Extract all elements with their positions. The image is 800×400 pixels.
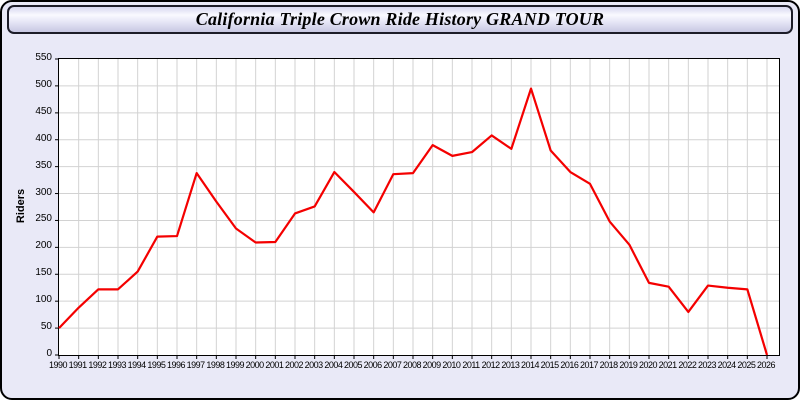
y-tick-label: 100 <box>35 294 52 306</box>
title-bar: California Triple Crown Ride History GRA… <box>7 5 793 34</box>
x-tick-label: 2012 <box>481 360 501 370</box>
plot-area <box>55 58 780 359</box>
y-tick-label: 50 <box>40 321 52 333</box>
x-tick-label: 2005 <box>343 360 363 370</box>
y-tick-label: 550 <box>35 52 52 63</box>
x-tick-label: 2003 <box>304 360 324 370</box>
x-tick-label: 1998 <box>206 360 225 370</box>
line-chart-svg <box>55 58 779 359</box>
x-tick-label: 2019 <box>619 360 638 370</box>
x-tick-label: 1993 <box>107 360 127 370</box>
x-tick-label: 1995 <box>147 360 166 370</box>
x-tick-label: 1994 <box>127 360 147 370</box>
y-axis-title: Riders <box>15 188 27 224</box>
x-tick-label: 1996 <box>166 360 186 370</box>
x-tick-label: 2017 <box>579 360 599 370</box>
x-tick-label: 2015 <box>540 360 560 370</box>
y-tick-label: 350 <box>35 159 52 171</box>
x-tick-label: 1999 <box>225 360 245 370</box>
x-tick-label: 2021 <box>658 360 678 370</box>
y-tick-label: 250 <box>35 213 52 225</box>
x-tick-label: 2010 <box>442 360 461 370</box>
x-tick-label: 2014 <box>520 360 540 370</box>
y-tick-label: 150 <box>35 267 52 279</box>
y-tick-label: 200 <box>35 240 52 252</box>
x-tick-label: 2006 <box>363 360 383 370</box>
x-tick-label: 1990 <box>48 360 68 370</box>
y-tick-label: 300 <box>35 186 52 198</box>
x-tick-label: 2002 <box>284 360 304 370</box>
x-tick-label: 1997 <box>186 360 206 370</box>
x-tick-label: 2026 <box>756 360 776 370</box>
x-tick-label: 1992 <box>88 360 107 370</box>
x-tick-label: 2022 <box>678 360 697 370</box>
x-tick-label: 2008 <box>402 360 422 370</box>
page-title: California Triple Crown Ride History GRA… <box>195 9 605 29</box>
x-tick-label: 2001 <box>265 360 284 370</box>
x-tick-label: 2024 <box>717 360 737 370</box>
x-tick-label: 2016 <box>560 360 579 370</box>
x-tick-label: 2013 <box>501 360 520 370</box>
x-tick-label: 2007 <box>383 360 402 370</box>
x-tick-label: 2004 <box>324 360 343 370</box>
series-line-riders <box>58 87 769 356</box>
x-tick-label: 2000 <box>245 360 265 370</box>
y-tick-label: 450 <box>35 105 52 117</box>
x-tick-label: 2018 <box>599 360 619 370</box>
x-tick-label: 2023 <box>697 360 717 370</box>
x-tick-label: 2020 <box>638 360 658 370</box>
y-tick-label: 0 <box>46 348 52 359</box>
x-tick-label: 1991 <box>68 360 88 370</box>
x-tick-label: 2009 <box>422 360 442 370</box>
y-tick-label: 500 <box>35 78 52 90</box>
x-tick-label: 2025 <box>737 360 756 370</box>
x-tick-label: 2011 <box>462 360 480 370</box>
y-tick-label: 400 <box>35 132 52 144</box>
